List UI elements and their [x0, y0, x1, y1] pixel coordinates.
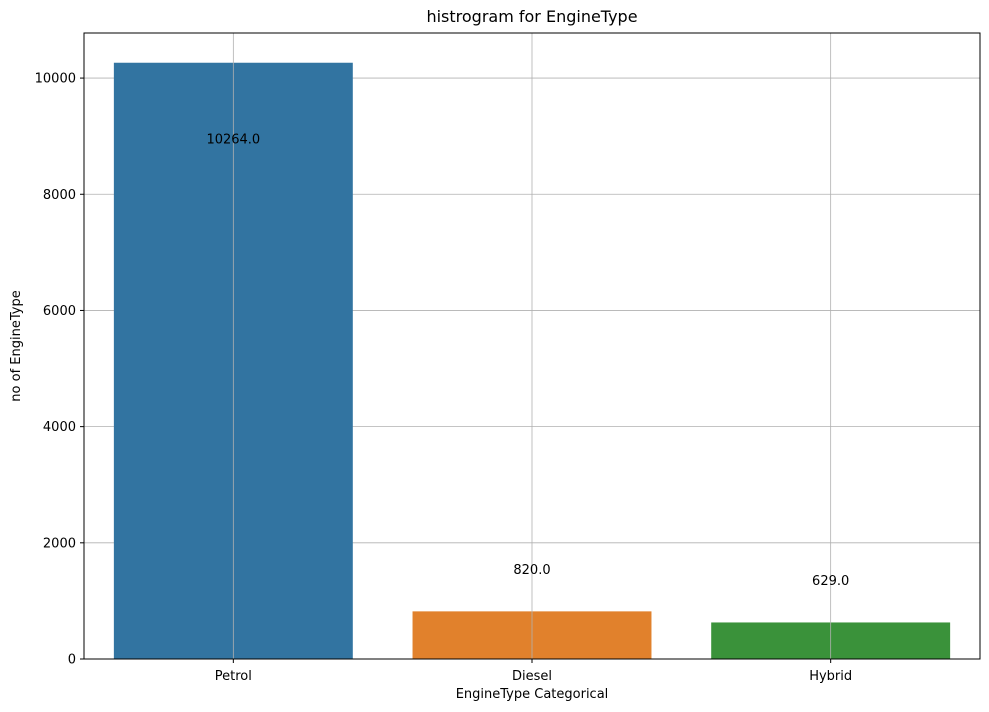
y-tick-label: 8000 — [43, 188, 76, 203]
data-label-hybrid: 629.0 — [812, 574, 849, 589]
y-tick-label: 10000 — [35, 72, 76, 87]
data-label-diesel: 820.0 — [513, 563, 550, 578]
y-axis-ticks: 0 2000 4000 6000 8000 10000 — [35, 72, 84, 668]
y-tick-label: 0 — [68, 653, 76, 668]
y-tick-label: 6000 — [43, 304, 76, 319]
x-tick-label: Hybrid — [809, 669, 852, 684]
y-axis-title: no of EngineType — [9, 290, 24, 401]
x-axis-ticks: Petrol Diesel Hybrid — [215, 659, 852, 684]
data-labels: 10264.0 820.0 629.0 — [206, 132, 849, 589]
y-tick-label: 4000 — [43, 420, 76, 435]
x-tick-label: Petrol — [215, 669, 252, 684]
chart-title: histrogram for EngineType — [426, 7, 637, 26]
x-axis-title: EngineType Categorical — [456, 687, 609, 702]
data-label-petrol: 10264.0 — [206, 132, 260, 147]
x-tick-label: Diesel — [512, 669, 552, 684]
y-tick-label: 2000 — [43, 536, 76, 551]
vertical-grid-lines — [232, 33, 832, 659]
